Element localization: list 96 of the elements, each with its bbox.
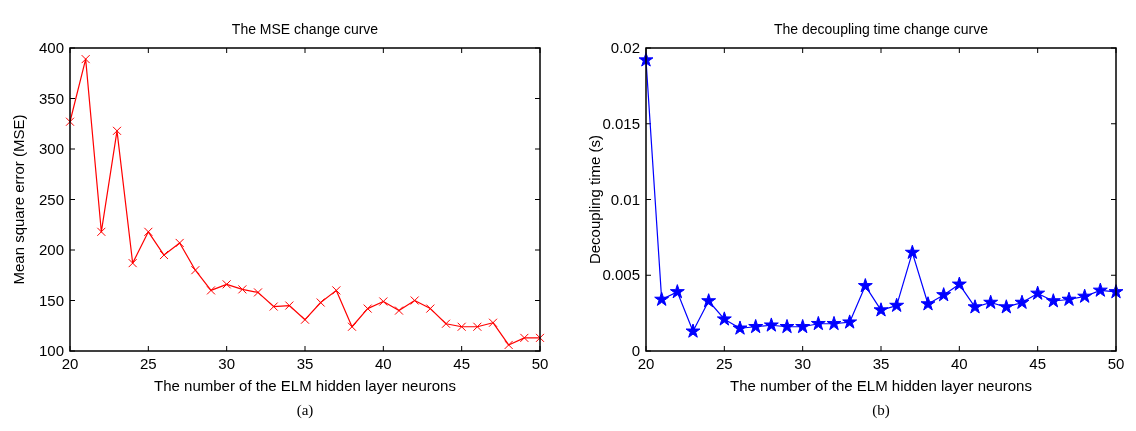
point (779, 318, 795, 334)
point (685, 323, 701, 338)
x-tick-label: 25 (715, 355, 733, 372)
point (535, 333, 545, 343)
x-tick-label: 25 (139, 355, 157, 372)
y-tick-label: 150 (38, 291, 64, 309)
point (857, 278, 873, 293)
y-tick-label: 0.02 (610, 39, 640, 56)
point (748, 318, 764, 334)
point (300, 315, 310, 325)
point (654, 291, 670, 306)
y-tick-label: 400 (38, 39, 64, 56)
point (1061, 291, 1077, 306)
y-axis-title: Decoupling time (s) (586, 134, 603, 265)
point (795, 318, 811, 334)
x-tick-label: 45 (453, 355, 471, 372)
x-tick-label: 35 (296, 355, 314, 372)
y-tick-label: 0.015 (602, 114, 640, 132)
point (143, 227, 153, 237)
point (112, 126, 122, 136)
point (1030, 285, 1046, 300)
point (410, 296, 420, 305)
x-tick-label: 40 (374, 355, 392, 372)
point (159, 250, 169, 260)
point (81, 54, 91, 64)
point (190, 265, 200, 275)
point (920, 296, 936, 311)
y-tick-label: 200 (38, 241, 64, 258)
point (363, 304, 373, 314)
x-tick-label: 50 (1107, 355, 1125, 372)
chart-title: The decoupling time change curve (773, 21, 989, 37)
point (206, 285, 216, 295)
point (65, 117, 75, 127)
y-tick-label: 0 (631, 342, 640, 359)
point (842, 314, 858, 329)
point (488, 318, 498, 328)
x-tick-label: 40 (950, 355, 968, 372)
point (998, 299, 1014, 314)
point (378, 297, 388, 307)
point (504, 340, 514, 350)
y-tick-label: 350 (38, 89, 64, 107)
point (1045, 293, 1061, 308)
point (1092, 282, 1108, 297)
y-tick-label: 300 (38, 140, 64, 157)
point (951, 276, 967, 291)
x-tick-label: 30 (218, 355, 236, 372)
text: (b) (872, 402, 890, 419)
point (873, 302, 889, 317)
point (1014, 294, 1030, 309)
point (936, 287, 952, 302)
point (347, 322, 357, 332)
point (457, 322, 467, 332)
x-axis-title: The number of the ELM hidden layer neurons (730, 377, 1032, 394)
text: (a) (296, 402, 314, 419)
point (983, 294, 999, 309)
point (175, 238, 185, 248)
y-tick-label: 250 (38, 190, 64, 208)
point (425, 304, 435, 314)
point (826, 315, 842, 331)
y-axis-title: Mean square error (MSE) (10, 114, 27, 285)
y-tick-label: 100 (38, 342, 64, 359)
point (284, 301, 294, 311)
x-tick-label: 35 (872, 355, 890, 372)
point (316, 298, 326, 308)
point (472, 322, 482, 332)
point (638, 52, 654, 67)
point (253, 287, 263, 297)
point (237, 284, 247, 294)
x-tick-label: 45 (1029, 355, 1047, 372)
point (732, 320, 748, 335)
point (701, 293, 717, 308)
point (519, 333, 529, 343)
point (96, 227, 106, 237)
point (810, 315, 826, 331)
x-axis-title: The number of the ELM hidden layer neurons (154, 377, 456, 394)
x-tick-label: 20 (637, 355, 655, 372)
y-tick-label: 0.01 (610, 190, 640, 208)
point (1108, 284, 1124, 299)
point (394, 306, 404, 316)
point (967, 299, 983, 314)
chart-title: The MSE change curve (231, 21, 379, 37)
point (716, 311, 732, 326)
point (889, 297, 905, 312)
x-tick-label: 20 (61, 355, 79, 372)
point (441, 319, 451, 329)
point (331, 285, 341, 295)
y-tick-label: 0.005 (602, 266, 640, 284)
point (763, 317, 779, 332)
x-tick-label: 30 (794, 355, 812, 372)
point (269, 302, 279, 312)
point (222, 279, 232, 289)
point (904, 244, 920, 259)
x-tick-label: 50 (531, 355, 549, 372)
point (669, 284, 685, 299)
point (128, 258, 138, 268)
point (1077, 288, 1093, 303)
